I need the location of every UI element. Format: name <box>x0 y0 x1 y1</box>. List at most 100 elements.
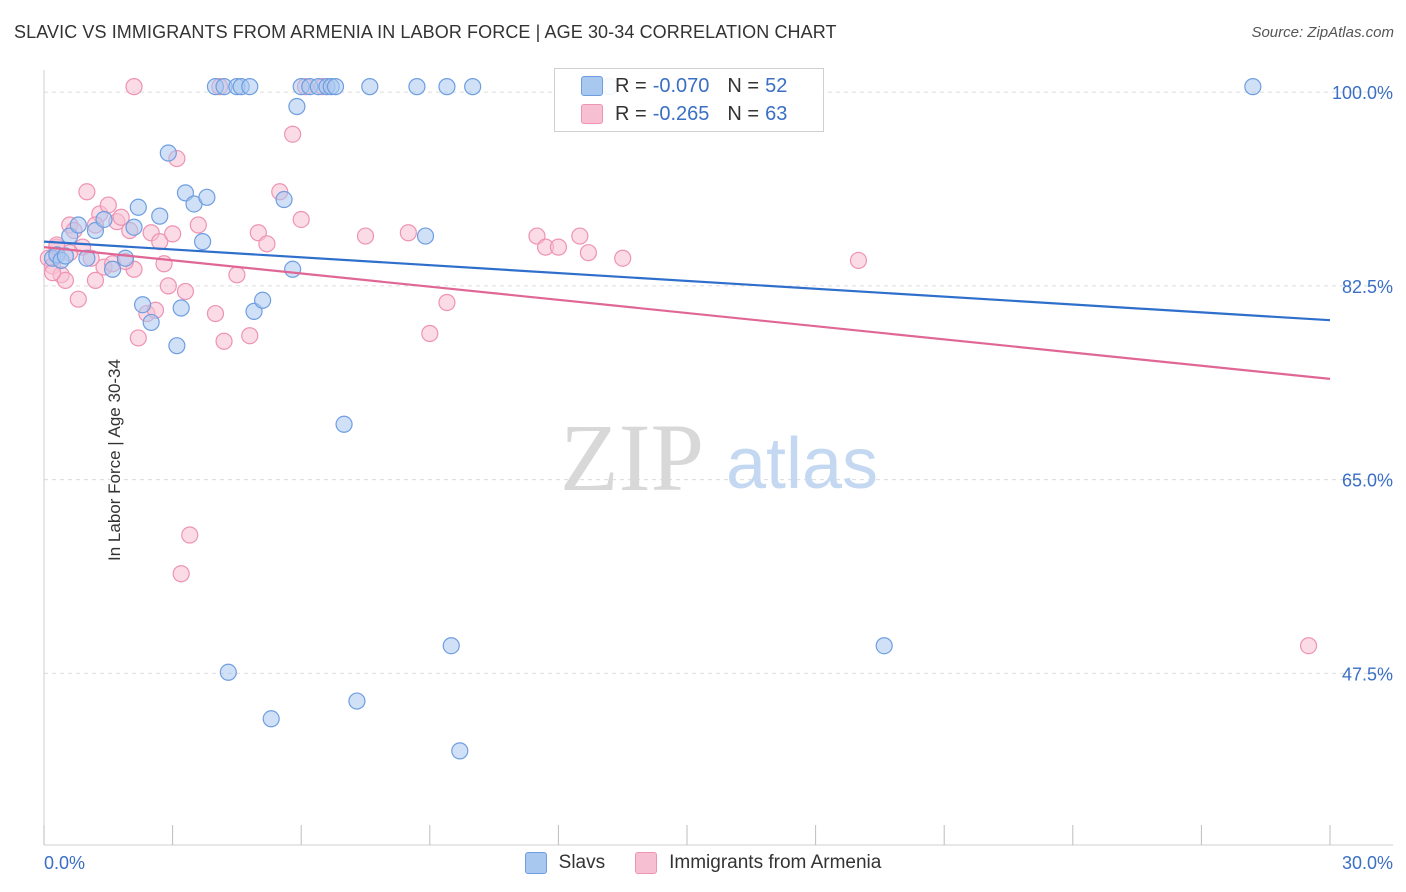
watermark-zip: ZIP <box>560 404 704 511</box>
armenia-point <box>112 208 130 226</box>
slavs-point <box>326 78 345 96</box>
slavs-point <box>348 692 366 710</box>
legend-label-slavs: Slavs <box>558 852 606 873</box>
armenia-point <box>284 125 302 143</box>
x-tick-label-max: 30.0% <box>1342 853 1393 873</box>
legend-label-armenia: Immigrants from Armenia <box>669 852 882 873</box>
stats-legend: R = -0.070 N = 52 R = -0.265 N = 63 <box>554 68 824 132</box>
slavs-point <box>103 260 122 278</box>
armenia-point <box>614 249 632 267</box>
y-tick-label: 65.0% <box>1342 471 1393 491</box>
armenia-point <box>69 290 87 308</box>
watermark-atlas: atlas <box>726 424 878 504</box>
legend-r-value: -0.070 <box>652 74 710 97</box>
slavs-point <box>284 260 302 278</box>
armenia-point <box>549 238 568 256</box>
legend-swatch-pink <box>635 852 658 874</box>
slavs-point <box>875 637 893 655</box>
slavs-point <box>133 296 152 314</box>
armenia-point <box>164 225 182 243</box>
armenia-point <box>421 324 439 343</box>
series-legend: Slavs Immigrants from Armenia <box>0 852 1406 874</box>
armenia-point <box>99 196 117 214</box>
slavs-point <box>142 313 160 332</box>
slavs-point <box>361 78 379 96</box>
armenia-point <box>292 210 310 229</box>
armenia-point <box>56 271 75 289</box>
armenia-point <box>849 251 868 270</box>
slavs-point <box>198 188 216 206</box>
armenia-point <box>258 235 276 253</box>
slavs-point <box>275 190 293 209</box>
armenia-point <box>129 329 147 347</box>
slavs-point <box>56 247 75 265</box>
slavs-point <box>442 637 460 655</box>
slavs-point <box>95 210 113 229</box>
y-tick-label: 82.5% <box>1342 277 1393 297</box>
armenia-point <box>1299 637 1318 655</box>
armenia-point <box>159 277 177 295</box>
armenia-point <box>399 224 417 242</box>
y-tick-label: 47.5% <box>1342 664 1393 684</box>
legend-swatch-blue <box>524 852 547 874</box>
armenia-point <box>241 327 259 345</box>
armenia-point <box>215 332 233 350</box>
slavs-point <box>116 249 135 267</box>
legend-item-armenia[interactable]: Immigrants from Armenia <box>635 852 881 874</box>
slavs-point <box>416 227 435 245</box>
armenia-point <box>356 227 375 245</box>
y-tick-label: 100.0% <box>1332 83 1393 103</box>
legend-item-slavs[interactable]: Slavs <box>524 852 606 874</box>
armenia-point <box>125 78 143 96</box>
armenia-point <box>438 293 456 312</box>
legend-n-label: N = <box>727 74 760 97</box>
slavs-point <box>125 218 143 236</box>
slavs-point <box>464 78 482 96</box>
armenia-point <box>228 266 246 284</box>
legend-n-value: 52 <box>765 74 788 97</box>
slavs-point <box>172 299 190 317</box>
slavs-point <box>194 233 212 251</box>
slavs-point <box>262 710 280 728</box>
slavs-point <box>219 663 237 681</box>
slavs-point <box>168 337 186 355</box>
legend-r-value: -0.265 <box>652 102 710 125</box>
legend-row-armenia: R = -0.265 N = 63 <box>581 101 787 127</box>
slavs-point <box>451 742 469 760</box>
y-axis-label: In Labor Force | Age 30-34 <box>104 359 124 561</box>
legend-row-slavs: R = -0.070 N = 52 <box>581 73 787 99</box>
slavs-point <box>438 78 456 96</box>
slavs-point <box>335 415 353 433</box>
slavs-point <box>151 207 169 225</box>
armenia-trend-line <box>43 246 1331 380</box>
legend-r-label: R = <box>615 102 647 125</box>
legend-n-label: N = <box>727 102 760 125</box>
source-label: Source: ZipAtlas.com <box>1251 24 1394 41</box>
slavs-trend-line <box>43 240 1331 322</box>
x-tick-label-min: 0.0% <box>44 853 85 873</box>
legend-n-value: 63 <box>765 102 788 125</box>
slavs-point <box>288 97 306 116</box>
armenia-point <box>78 183 96 201</box>
legend-r-label: R = <box>615 74 647 97</box>
slavs-point <box>408 78 426 96</box>
slavs-point <box>78 249 96 267</box>
slavs-point <box>254 291 272 309</box>
slavs-point <box>159 144 177 162</box>
armenia-point <box>206 304 225 323</box>
armenia-point <box>571 227 589 245</box>
legend-swatch-pink <box>581 104 603 124</box>
chart-title: SLAVIC VS IMMIGRANTS FROM ARMENIA IN LAB… <box>14 22 837 42</box>
slavs-point <box>1244 78 1262 96</box>
slavs-point <box>129 198 147 216</box>
armenia-point <box>181 526 199 544</box>
slavs-point <box>241 78 259 96</box>
slavs-point <box>69 216 87 234</box>
armenia-point <box>176 282 195 301</box>
armenia-point <box>86 271 105 289</box>
armenia-point <box>189 216 207 234</box>
legend-swatch-blue <box>581 76 603 96</box>
armenia-point <box>579 244 598 262</box>
armenia-point <box>172 565 190 583</box>
